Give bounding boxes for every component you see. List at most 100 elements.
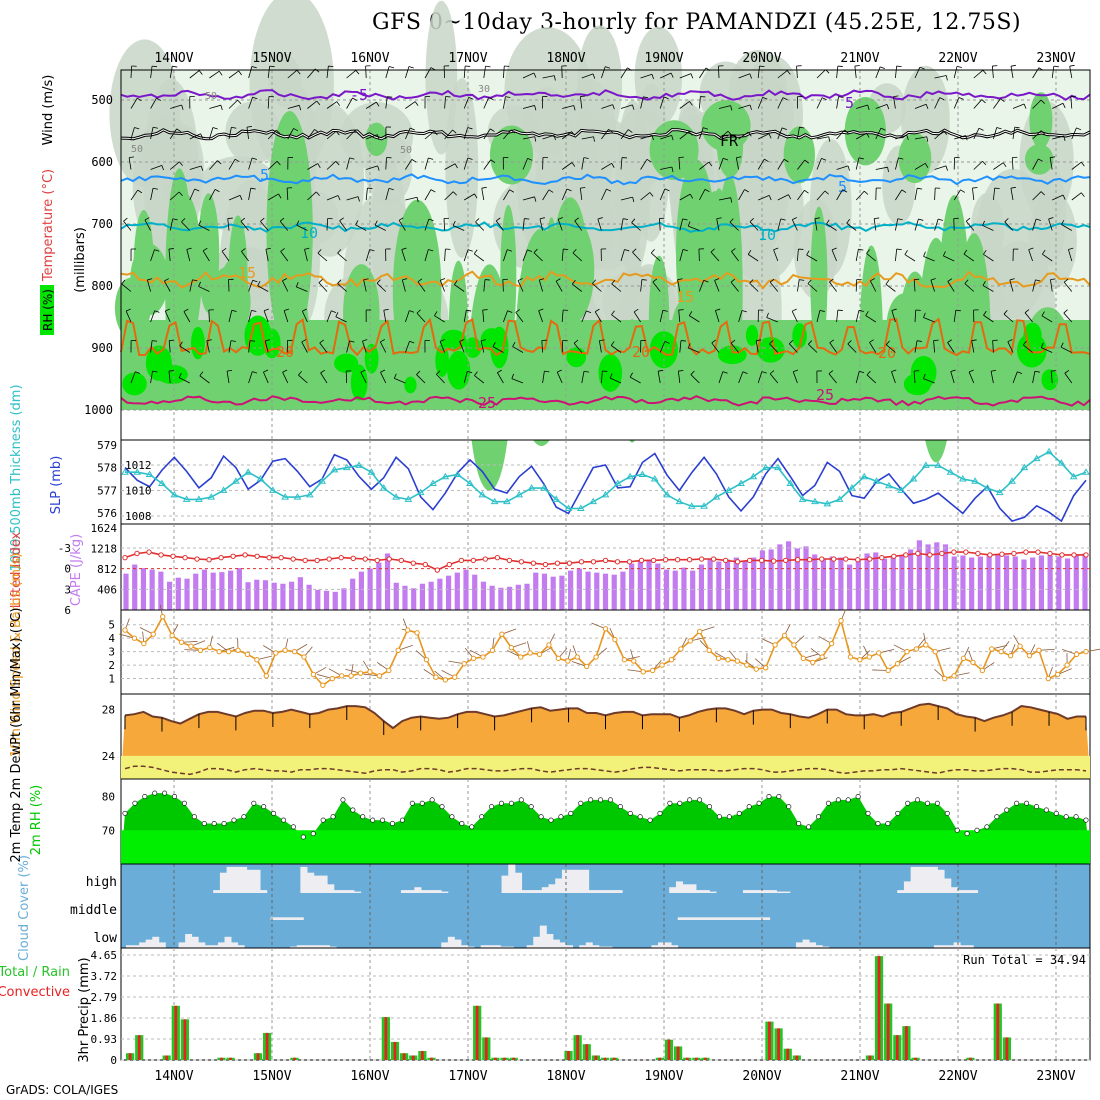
cloud-high-bar xyxy=(930,866,938,893)
wind-barb-flag xyxy=(1035,218,1041,221)
wind-barb-flag xyxy=(611,163,615,168)
wind-barb-flag xyxy=(838,96,844,98)
wind-barb xyxy=(1007,341,1014,353)
wind-barb-flag xyxy=(181,218,186,223)
rh2m-axis-label: 2m RH (%) xyxy=(29,785,44,856)
cloud-high-bar xyxy=(924,866,932,893)
cloud-high-bar xyxy=(950,887,958,893)
cape-bar xyxy=(698,564,704,610)
wind-barb-flag xyxy=(945,165,948,171)
rh2m-point xyxy=(528,804,534,810)
wind-barb-flag xyxy=(1010,64,1016,67)
wind-barb-flag xyxy=(276,161,281,166)
slp-tick-label: 1012 xyxy=(125,459,152,472)
cape-tick-label: 1624 xyxy=(91,522,118,535)
wind-barb xyxy=(503,129,512,140)
wind-barb-flag xyxy=(360,369,366,373)
cloud-middle-bar xyxy=(717,917,725,920)
lifted-index-point xyxy=(446,561,453,568)
wind-barb-flag xyxy=(1007,339,1013,343)
wind-barb-flag xyxy=(178,191,183,196)
wind-barb xyxy=(248,188,252,201)
wind-barb xyxy=(855,157,860,170)
rh2m-point xyxy=(885,820,891,826)
wind-barb xyxy=(209,104,222,109)
wind-barb xyxy=(914,162,926,170)
wind-barb xyxy=(228,194,241,201)
wind-barb-flag xyxy=(792,217,797,220)
lifted-index-point xyxy=(482,556,489,562)
wind-barb-flag xyxy=(704,189,710,193)
wind-barb xyxy=(1032,99,1042,109)
wind-barb-flag xyxy=(298,105,302,111)
wind-barb-flag xyxy=(939,97,945,101)
wind10-tick-label: 3 xyxy=(108,646,115,659)
wind-barb xyxy=(594,311,602,323)
wind-barb xyxy=(125,310,132,323)
cape-bar xyxy=(280,583,286,610)
wind-barb xyxy=(1070,96,1073,109)
wind-barb-flag xyxy=(436,370,441,375)
rh-legend-swatch xyxy=(40,285,54,335)
isotherm-line xyxy=(120,221,1091,233)
wind-barb-flag xyxy=(996,127,1002,130)
wind10-tick-label: 4 xyxy=(108,632,115,645)
wind-barb-flag xyxy=(129,156,135,159)
rh2m-point xyxy=(806,824,812,830)
wind-barb-flag xyxy=(265,247,271,250)
wind-barb xyxy=(875,166,888,170)
wind-barb-flag xyxy=(690,370,695,375)
wind-barb-flag xyxy=(571,131,576,136)
cloud-low-bar xyxy=(447,936,455,948)
wind-barb xyxy=(337,252,347,262)
wind-barb xyxy=(189,279,193,292)
wind-barb xyxy=(930,279,935,292)
wind-barb xyxy=(755,340,759,353)
thickness-point xyxy=(589,497,598,505)
rh2m-point xyxy=(776,793,782,799)
thickness-point xyxy=(921,461,930,468)
cape-axis-label: CAPE (J/kg) xyxy=(69,534,84,606)
rh2m-point xyxy=(419,800,425,806)
wind-barb-flag xyxy=(769,340,774,345)
cloud-high-bar xyxy=(407,890,415,893)
thickness-point xyxy=(256,475,265,482)
wind10-point xyxy=(593,654,599,660)
cape-bar xyxy=(219,572,225,610)
wind-barb-flag xyxy=(788,194,792,200)
wind-barb xyxy=(816,136,829,140)
wind-barb xyxy=(738,189,745,201)
wind-barb-flag xyxy=(473,249,478,255)
wind-barb-flag xyxy=(866,370,871,376)
wind-barb xyxy=(579,188,583,201)
cloud-level-label: middle xyxy=(70,903,117,918)
cape-bar xyxy=(864,553,870,610)
pressure-tick-label: 500 xyxy=(91,93,113,107)
wind-barb xyxy=(678,157,681,170)
rh-region-50 xyxy=(225,101,281,164)
thickness-point xyxy=(1045,447,1053,455)
wind10-point xyxy=(1017,643,1023,649)
date-tick-top: 22NOV xyxy=(938,51,977,66)
wind10-point xyxy=(527,650,533,656)
wind-barb-flag xyxy=(749,218,754,223)
rh2m-point xyxy=(142,793,148,799)
wind-barb xyxy=(241,251,249,262)
wind-barb-flag xyxy=(730,339,736,344)
rh2m-point xyxy=(132,800,138,806)
rh2m-point xyxy=(954,827,960,833)
wind-barb-flag xyxy=(610,341,615,346)
wind-barb-flag xyxy=(377,165,380,171)
wind-barb xyxy=(904,254,916,262)
precip-convective-bar xyxy=(512,1057,516,1060)
wind-barb-flag xyxy=(799,126,805,129)
lifted-index-point xyxy=(134,550,140,557)
cloud-low-bar xyxy=(158,942,166,948)
wind-barb xyxy=(346,130,356,140)
wind-barb xyxy=(538,310,543,323)
wind-barb-flag xyxy=(220,105,223,111)
cape-bar xyxy=(899,555,905,610)
cloud-middle-bar xyxy=(697,917,705,920)
lifted-index-point xyxy=(242,552,248,558)
wind-barb-flag xyxy=(416,197,419,203)
